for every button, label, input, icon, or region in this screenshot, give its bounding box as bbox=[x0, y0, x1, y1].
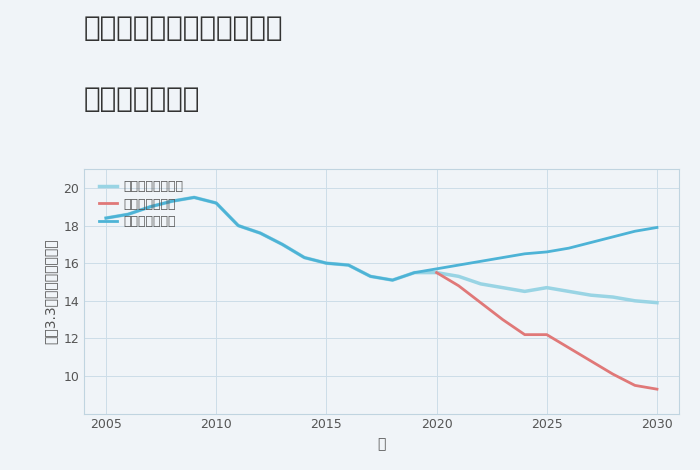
ノーマルシナリオ bbox=[234, 223, 242, 228]
Text: 三重県松阪市飯高町作滝の: 三重県松阪市飯高町作滝の bbox=[84, 14, 284, 42]
ノーマルシナリオ bbox=[124, 212, 132, 217]
グッドシナリオ bbox=[433, 266, 441, 272]
ノーマルシナリオ bbox=[168, 198, 176, 204]
Legend: ノーマルシナリオ, バッドシナリオ, グッドシナリオ: ノーマルシナリオ, バッドシナリオ, グッドシナリオ bbox=[96, 178, 186, 231]
グッドシナリオ bbox=[212, 200, 220, 206]
Text: 土地の価格推移: 土地の価格推移 bbox=[84, 85, 200, 113]
グッドシナリオ bbox=[234, 223, 242, 228]
ノーマルシナリオ bbox=[300, 255, 309, 260]
ノーマルシナリオ bbox=[344, 262, 353, 268]
ノーマルシナリオ bbox=[653, 300, 662, 306]
グッドシナリオ bbox=[168, 198, 176, 204]
グッドシナリオ bbox=[389, 277, 397, 283]
ノーマルシナリオ bbox=[565, 289, 573, 294]
バッドシナリオ bbox=[433, 270, 441, 275]
グッドシナリオ bbox=[631, 228, 639, 234]
グッドシナリオ bbox=[300, 255, 309, 260]
グッドシナリオ bbox=[366, 274, 375, 279]
バッドシナリオ bbox=[587, 358, 595, 364]
Line: バッドシナリオ: バッドシナリオ bbox=[437, 273, 657, 389]
バッドシナリオ bbox=[542, 332, 551, 337]
グッドシナリオ bbox=[102, 215, 110, 221]
グッドシナリオ bbox=[146, 204, 154, 210]
Line: ノーマルシナリオ: ノーマルシナリオ bbox=[106, 197, 657, 303]
グッドシナリオ bbox=[609, 234, 617, 240]
バッドシナリオ bbox=[565, 345, 573, 351]
グッドシナリオ bbox=[477, 258, 485, 264]
ノーマルシナリオ bbox=[212, 200, 220, 206]
ノーマルシナリオ bbox=[609, 294, 617, 300]
ノーマルシナリオ bbox=[146, 204, 154, 210]
ノーマルシナリオ bbox=[477, 281, 485, 287]
グッドシナリオ bbox=[521, 251, 529, 257]
グッドシナリオ bbox=[410, 270, 419, 275]
ノーマルシナリオ bbox=[190, 195, 198, 200]
グッドシナリオ bbox=[565, 245, 573, 251]
グッドシナリオ bbox=[190, 195, 198, 200]
ノーマルシナリオ bbox=[631, 298, 639, 304]
バッドシナリオ bbox=[477, 300, 485, 306]
ノーマルシナリオ bbox=[256, 230, 265, 236]
ノーマルシナリオ bbox=[498, 285, 507, 290]
Y-axis label: 坪（3.3㎡）単価（万円）: 坪（3.3㎡）単価（万円） bbox=[43, 239, 57, 344]
グッドシナリオ bbox=[454, 262, 463, 268]
バッドシナリオ bbox=[631, 383, 639, 388]
バッドシナリオ bbox=[498, 317, 507, 322]
グッドシナリオ bbox=[542, 249, 551, 255]
Line: グッドシナリオ: グッドシナリオ bbox=[106, 197, 657, 280]
ノーマルシナリオ bbox=[389, 277, 397, 283]
グッドシナリオ bbox=[256, 230, 265, 236]
グッドシナリオ bbox=[653, 225, 662, 230]
グッドシナリオ bbox=[344, 262, 353, 268]
ノーマルシナリオ bbox=[454, 274, 463, 279]
バッドシナリオ bbox=[653, 386, 662, 392]
グッドシナリオ bbox=[587, 240, 595, 245]
X-axis label: 年: 年 bbox=[377, 437, 386, 451]
グッドシナリオ bbox=[124, 212, 132, 217]
ノーマルシナリオ bbox=[102, 215, 110, 221]
グッドシナリオ bbox=[322, 260, 330, 266]
グッドシナリオ bbox=[278, 242, 286, 247]
バッドシナリオ bbox=[454, 283, 463, 289]
ノーマルシナリオ bbox=[587, 292, 595, 298]
ノーマルシナリオ bbox=[542, 285, 551, 290]
ノーマルシナリオ bbox=[521, 289, 529, 294]
ノーマルシナリオ bbox=[322, 260, 330, 266]
ノーマルシナリオ bbox=[278, 242, 286, 247]
バッドシナリオ bbox=[609, 371, 617, 377]
バッドシナリオ bbox=[521, 332, 529, 337]
ノーマルシナリオ bbox=[410, 270, 419, 275]
ノーマルシナリオ bbox=[433, 270, 441, 275]
ノーマルシナリオ bbox=[366, 274, 375, 279]
グッドシナリオ bbox=[498, 255, 507, 260]
